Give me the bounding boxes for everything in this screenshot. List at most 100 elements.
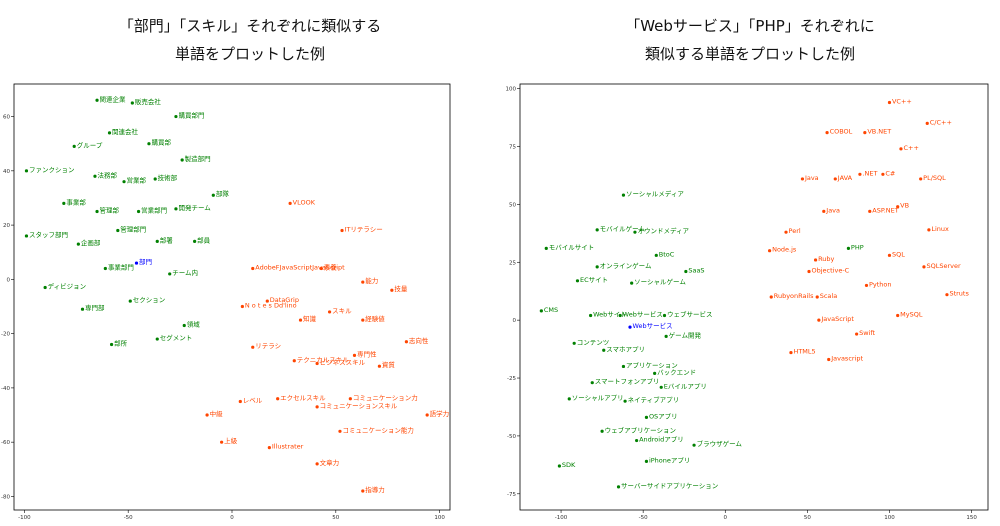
data-point-label: SDK [562,461,576,469]
data-point-label: アプリケーション [626,361,678,369]
data-point [664,334,668,338]
data-point-label: 事業部 [66,197,86,206]
data-point [623,399,627,403]
data-point-label: VC++ [892,98,912,106]
data-point [122,180,126,184]
data-point [315,462,319,466]
data-point-label: JavaScript [820,315,854,323]
data-point [644,459,649,463]
data-point [109,342,114,347]
data-point [168,272,172,276]
data-point [855,332,859,336]
data-point-label: 販売会社 [135,97,162,106]
data-point-label: ファンクション [29,166,74,174]
data-point [644,415,649,419]
data-point [128,299,132,303]
data-point [136,209,141,214]
chart-title-line-2: 単語をプロットした例 [174,45,325,63]
data-point [822,209,826,213]
data-point-label: 技術部 [158,173,178,182]
data-point [800,177,805,181]
data-point [692,443,696,447]
x-tick-label: 50 [332,515,339,521]
data-point [315,405,319,409]
data-point-label: 知識 [303,314,317,323]
data-point-label: 上級 [224,436,238,445]
data-point [62,201,66,205]
data-point-label: 企画部 [81,238,101,247]
data-point-label: スマホアプリ [606,345,645,353]
data-point [315,361,319,366]
data-point [288,201,292,205]
data-point-label: 法務部 [97,170,117,179]
data-point [575,279,580,283]
scatter-plot-right: -100 -50 0 50 100 150 100 75 50 25 0 -25 -50 -75 VC++ C… [506,83,989,521]
data-point-label: リテラシ [255,342,281,350]
data-point [807,269,811,274]
data-point [628,325,632,329]
data-point-label: 製造部門 [185,154,211,163]
data-point [24,234,29,238]
data-point-label: Java [825,206,840,214]
data-point [616,485,621,489]
data-point-label: HTML5 [793,348,815,356]
data-point-label: 部員 [197,235,211,244]
data-point-label: コミュニケーションスキル [320,402,398,410]
data-point-label: ECサイト [580,276,608,284]
data-point-label: 領域 [187,319,201,328]
y-tick-label: -40 [1,386,10,392]
data-point-label: 事業部門 [108,263,134,272]
data-point [825,131,829,135]
data-point [340,228,344,233]
y-tick-label: -75 [507,492,516,498]
data-point [927,228,931,232]
data-point-label: N o t e s Dd'lino [245,301,297,309]
data-point [134,261,139,265]
data-point [155,337,159,341]
data-point-label: レベル [243,396,263,404]
data-point [361,318,365,322]
data-point-label: コミュニケーション力 [353,393,418,402]
data-point-label: 管理部 [100,206,120,215]
data-point [919,177,923,181]
data-point-label: スマートフォンアプリ [595,378,660,386]
data-point-label: Javascript [830,355,863,363]
data-point-label: バックエンド [657,368,696,376]
y-tick-label: -50 [507,434,516,440]
data-point-label: Eバイルアプリ [664,382,707,390]
data-point-label: ソーシャルメディア [626,189,684,198]
data-point [634,438,639,443]
data-point [827,357,831,362]
data-point [595,228,599,232]
data-point-label: 語学力 [430,409,450,418]
data-point-label: iPhoneアプリ [649,456,690,464]
data-point [361,489,365,493]
data-point-label: ソーシャルゲーム [634,277,686,286]
data-point [846,246,851,250]
data-point [43,285,47,290]
data-point [147,142,151,146]
data-point [155,239,159,243]
data-point [265,299,269,303]
y-tick-label: -80 [1,494,10,500]
data-point [595,265,599,269]
data-point [251,266,255,271]
data-point-label: AdobeFJavaScriptJavaScript [255,264,345,272]
data-point-label: C# [885,169,895,177]
data-point-label: Webサイト [593,311,627,319]
data-point-label: ゲーム開発 [669,330,702,339]
data-point-label: PHP [851,243,864,251]
data-point [813,258,818,262]
data-point [361,280,365,284]
data-point-label: 関連企業 [100,94,127,103]
data-point-label: Node.js [772,246,797,254]
data-point [352,353,357,357]
data-point-label: Python [869,280,892,288]
x-tick-label: 100 [884,515,895,521]
y-tick-label: 40 [3,169,10,175]
data-point-label: VLOOK [293,198,316,206]
data-point [539,309,543,313]
data-point-label: Webサービス [633,321,673,330]
data-point-label: 技量 [394,284,408,293]
data-point-label: 部門 [139,257,152,266]
